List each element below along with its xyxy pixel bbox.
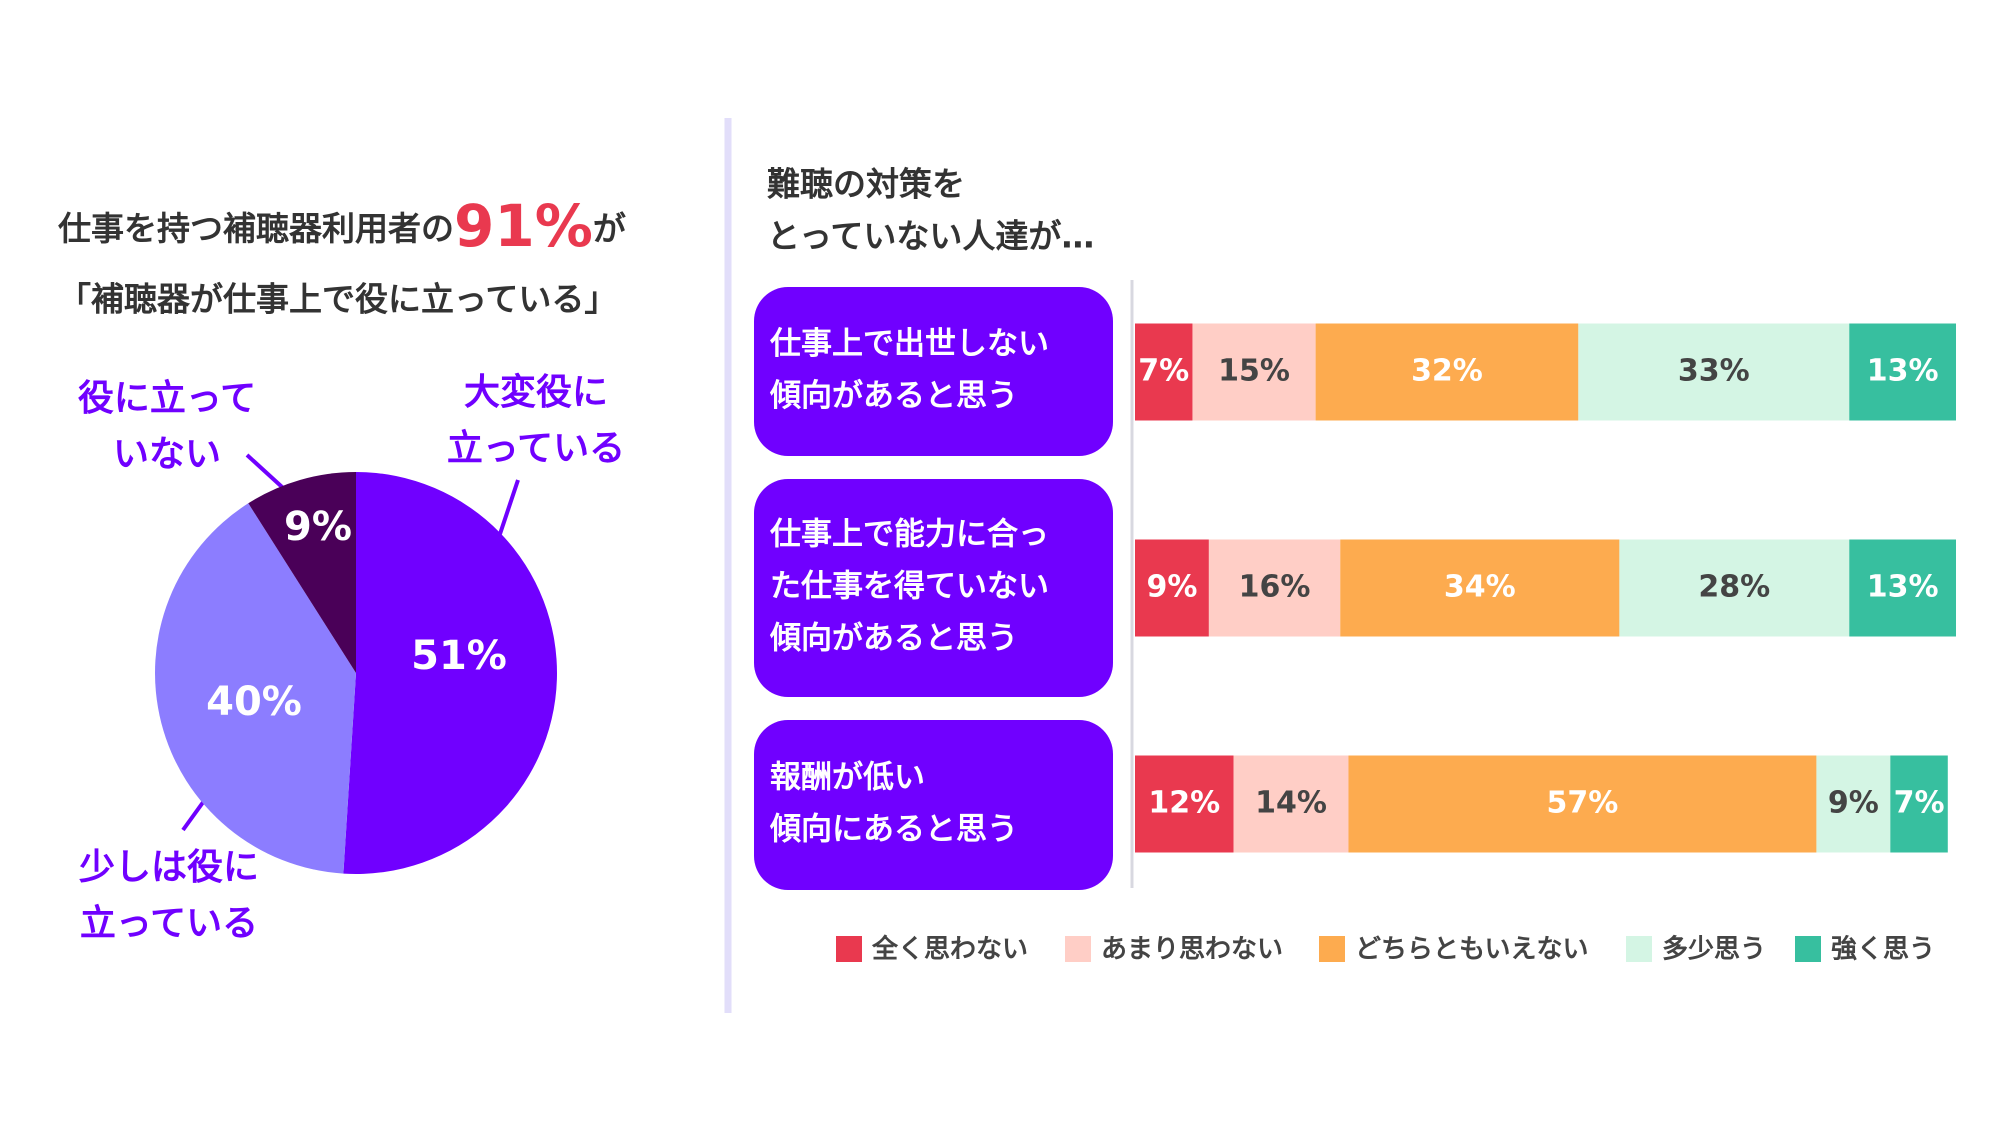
value-label: 13% [1867, 354, 1939, 389]
bar-segment [1578, 323, 1850, 421]
legend-label: どちらともいえない [1355, 935, 1588, 965]
category-label: 傾向にあると思う [769, 812, 1018, 848]
legend-swatch [1319, 936, 1345, 962]
category-label: た仕事を得ていない [770, 569, 1049, 605]
pie-title: 仕事を持つ補聴器利用者の91%が [58, 192, 626, 260]
bar-segment [1849, 323, 1956, 421]
bar-title: とっていない人達が… [767, 217, 1094, 256]
legend-swatch [1795, 936, 1821, 962]
bar-segment [1890, 755, 1948, 853]
value-label: 9% [1146, 570, 1197, 605]
value-label: 7% [1138, 354, 1189, 389]
title-highlight: 91% [454, 192, 593, 260]
value-label: 32% [1411, 354, 1483, 389]
pie-slice [248, 472, 356, 673]
value-label: 9% [284, 504, 352, 550]
pie-title-line2: 「補聴器が仕事上で役に立っている」 [58, 280, 617, 319]
value-label: 9% [1828, 786, 1879, 821]
bar-segment [1816, 755, 1891, 853]
bar-segment [1135, 755, 1234, 853]
leader-line [498, 479, 520, 535]
category-label: 報酬が低い [770, 760, 925, 796]
category-label: 役に立って [78, 378, 256, 419]
category-label: いない [113, 434, 221, 475]
legend-label: 全く思わない [871, 934, 1028, 965]
category-label: 仕事上で出世しない [770, 326, 1049, 362]
pie-slice [155, 503, 356, 874]
value-label: 12% [1148, 786, 1220, 821]
bar-segment [1849, 539, 1956, 637]
category-label: 立っている [447, 428, 625, 469]
value-label: 33% [1678, 354, 1750, 389]
legend-label: あまり思わない [1101, 935, 1283, 965]
value-label: 51% [411, 633, 507, 679]
legend-swatch [1065, 936, 1091, 962]
category-label: 立っている [80, 903, 258, 944]
category-label: 大変役に [464, 371, 608, 413]
value-label: 15% [1218, 354, 1290, 389]
value-label: 34% [1444, 570, 1516, 605]
bar-title: 難聴の対策を [767, 165, 965, 204]
value-label: 28% [1698, 570, 1770, 605]
legend-swatch [836, 936, 862, 962]
category-box [754, 479, 1113, 697]
bar-segment [1315, 323, 1579, 421]
bar-segment [1135, 539, 1209, 637]
legend-label: 多少思う [1662, 935, 1766, 965]
value-label: 57% [1547, 786, 1619, 821]
bar-segment [1135, 323, 1193, 421]
title-text: 仕事を持つ補聴器利用者の [58, 209, 454, 248]
title-text: が [593, 209, 626, 248]
category-label: 傾向があると思う [769, 378, 1018, 414]
legend-label: 強く思う [1831, 935, 1935, 965]
category-label: 傾向があると思う [769, 621, 1018, 657]
category-box [754, 287, 1113, 456]
bar-segment [1340, 539, 1620, 637]
category-label: 少しは役に [79, 847, 259, 888]
bar-segment [1192, 323, 1316, 421]
bar-segment [1348, 755, 1817, 853]
value-label: 13% [1867, 570, 1939, 605]
value-label: 16% [1239, 570, 1311, 605]
bar-segment [1619, 539, 1850, 637]
category-box [754, 720, 1113, 890]
value-label: 7% [1894, 786, 1945, 821]
value-label: 40% [206, 679, 302, 725]
pie-slice [343, 472, 558, 875]
bar-segment [1208, 539, 1341, 637]
category-label: 仕事上で能力に合っ [770, 517, 1049, 553]
value-label: 14% [1255, 786, 1327, 821]
legend-swatch [1626, 936, 1652, 962]
bar-segment [1233, 755, 1349, 853]
